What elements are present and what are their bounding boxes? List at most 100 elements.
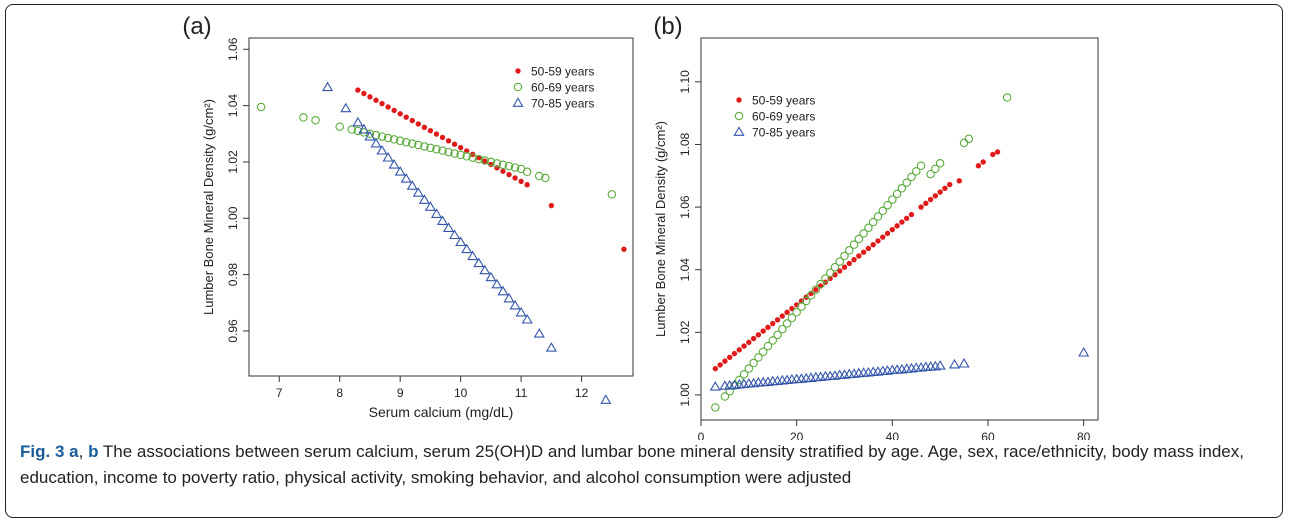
panel-b-point xyxy=(948,358,961,369)
panel-b-point xyxy=(712,365,719,372)
panel-a-point xyxy=(474,154,484,164)
panel-b-point xyxy=(894,223,900,229)
panel-a-point xyxy=(621,246,627,252)
panel-a-point xyxy=(376,145,388,155)
figure-frame xyxy=(5,4,1283,518)
panel-b-point xyxy=(770,320,776,327)
panel-b-point xyxy=(736,347,742,353)
panel-b-point xyxy=(923,200,929,207)
panel-a-ytick-label: 1.06 xyxy=(226,37,240,61)
panel-a-point xyxy=(515,306,527,317)
caption-fig-label: Fig. 3 xyxy=(20,442,65,461)
panel-a-point xyxy=(391,107,397,114)
panel-b-y-axis-title: Lumber Bone Mineral Density (g/cm²) xyxy=(653,121,668,337)
panel-a-point xyxy=(451,141,458,147)
panel-a-point xyxy=(509,299,521,310)
panel-b-point xyxy=(735,375,744,385)
panel-b-point xyxy=(935,158,945,168)
panel-b-point xyxy=(964,134,974,144)
panel-b-point xyxy=(720,392,730,401)
panel-a-point xyxy=(389,135,399,144)
panel-b-point xyxy=(845,246,854,255)
panel-a-point xyxy=(426,143,435,153)
panel-b-point xyxy=(884,230,891,237)
panel-b-point xyxy=(880,234,886,240)
panel-a-point xyxy=(322,81,334,92)
panel-b-point xyxy=(980,159,986,165)
panel-b-point xyxy=(875,238,881,244)
panel-a-point xyxy=(430,208,443,218)
panel-b-legend-marker xyxy=(734,111,744,121)
panel-a-point xyxy=(491,278,503,289)
panel-a-point xyxy=(522,167,532,177)
panel-a-point xyxy=(418,194,430,204)
panel-b-point xyxy=(990,151,996,158)
panel-a-point xyxy=(497,285,509,296)
panel-b-point xyxy=(787,313,797,323)
panel-b-series-3 xyxy=(709,347,1090,391)
panel-b-xtick-label: 80 xyxy=(1077,430,1091,440)
panel-a-point xyxy=(433,131,440,137)
panel-b-point xyxy=(908,211,915,218)
panel-a-point xyxy=(607,190,617,199)
panel-a-point xyxy=(524,182,530,188)
panel-a-point xyxy=(455,236,467,247)
panel-a-point xyxy=(449,229,461,240)
panel-b-point xyxy=(731,350,738,357)
panel-b-point xyxy=(773,330,782,340)
panel-a-point xyxy=(518,178,524,185)
panel-a-point xyxy=(367,94,373,100)
panel-a-point xyxy=(467,250,479,261)
panel-a-point xyxy=(445,138,452,144)
panel-a-point xyxy=(412,187,424,197)
figure-plots: 7 8 9 10 11 12 0.96 0.98 1.00 1.02 1.04 1.06 Serum c… xyxy=(182,13,1099,440)
panel-a-point xyxy=(427,127,434,134)
panel-b-legend-label: 70-85 years xyxy=(752,126,815,140)
panel-b-point xyxy=(931,164,940,174)
panel-b-point xyxy=(778,324,787,334)
panel-a-point xyxy=(482,158,488,164)
panel-a-series-2 xyxy=(256,102,617,199)
panel-a-ytick-label: 1.00 xyxy=(226,206,240,230)
panel-a-point xyxy=(408,139,417,148)
panel-a-point xyxy=(473,257,485,268)
panel-b-point xyxy=(942,185,948,191)
panel-b-point xyxy=(825,268,835,278)
panel-b-point xyxy=(782,319,792,328)
panel-b-point xyxy=(859,229,868,238)
caption-separator: , xyxy=(78,442,89,461)
panel-b-point xyxy=(994,149,1001,155)
panel-b-point xyxy=(768,336,777,345)
panel-a-point xyxy=(439,134,446,141)
panel-a-ytick-label: 0.98 xyxy=(226,263,240,287)
panel-a-point xyxy=(403,114,409,120)
panel-a-point xyxy=(468,153,477,162)
panel-b-point xyxy=(918,204,924,210)
panel-b-point xyxy=(907,172,916,182)
panel-a-point xyxy=(450,149,459,158)
panel-a-point xyxy=(421,124,428,130)
panel-b-point xyxy=(873,212,883,221)
panel-b-point xyxy=(947,181,953,188)
panel-b-point xyxy=(956,178,962,184)
panel-b-point xyxy=(878,206,888,216)
panel-b-point xyxy=(717,362,723,368)
panel-b-point xyxy=(889,226,896,233)
panel-a-point xyxy=(436,215,449,225)
panel-a-series-3 xyxy=(322,81,612,404)
panel-b-legend-marker xyxy=(733,126,745,136)
panel-a-point xyxy=(438,146,447,155)
panel-a-point xyxy=(432,145,441,154)
panel-a-legend-marker xyxy=(515,68,521,74)
panel-b-point xyxy=(821,274,830,283)
caption-panel-b: b xyxy=(88,442,99,461)
panel-b-point xyxy=(902,178,911,187)
panel-b-point xyxy=(958,357,970,368)
panel-a-legend-marker xyxy=(513,82,523,92)
panel-b-point xyxy=(750,335,757,342)
panel-a-point xyxy=(521,314,533,324)
panel-b-point xyxy=(763,341,773,351)
panel-b-series-1 xyxy=(712,149,1001,372)
panel-b-point xyxy=(840,251,849,261)
panel-b-point xyxy=(868,217,878,227)
